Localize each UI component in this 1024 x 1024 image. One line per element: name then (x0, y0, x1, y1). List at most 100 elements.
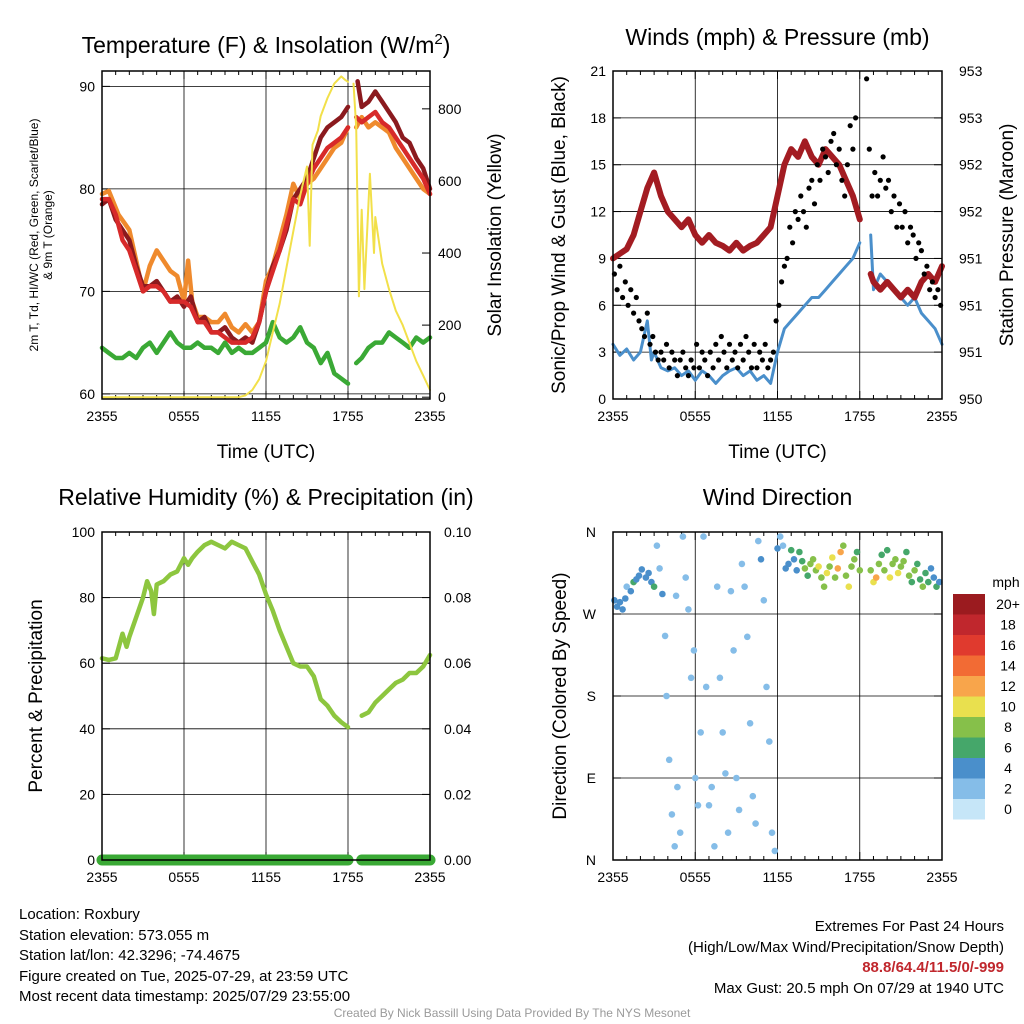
direction-direction-point (925, 578, 932, 586)
winds-gust-point (620, 294, 626, 301)
direction-direction-point (840, 542, 847, 549)
direction-direction-point (872, 574, 880, 581)
direction-direction-point (665, 756, 673, 764)
direction-direction-point (650, 583, 658, 590)
winds-y2-tick-label: 951 (959, 344, 983, 360)
station-elevation: Station elevation: 573.055 m (19, 926, 210, 944)
direction-direction-point (851, 556, 858, 563)
direction-direction-point (623, 583, 630, 590)
direction-direction-point (674, 783, 681, 791)
direction-direction-point (927, 565, 935, 572)
winds-gust-point (869, 193, 875, 199)
direction-direction-point (687, 674, 695, 682)
winds-gust-point (702, 357, 708, 363)
winds-gust-point (759, 357, 766, 363)
winds-gust-point (696, 365, 703, 371)
winds-chart-title: Winds (mph) & Pressure (mb) (625, 24, 929, 50)
direction-legend-swatch (953, 737, 985, 758)
direction-direction-point (656, 565, 663, 572)
winds-gust-point (658, 349, 664, 355)
winds-gust-point (724, 365, 730, 371)
temperature-y-axis-label-2: & 9m T (Orange) (41, 190, 55, 280)
winds-gust-point (781, 263, 788, 269)
direction-direction-point (905, 572, 913, 579)
winds-gust-point (803, 224, 809, 230)
winds-gust-point (636, 318, 642, 324)
temperature-x-tick-label: 2355 (86, 408, 117, 424)
winds-gust-point (716, 357, 722, 363)
direction-legend-swatch (953, 717, 985, 738)
figure-created: Figure created on Tue, 2025-07-29, at 23… (19, 967, 349, 985)
direction-direction-point (815, 563, 822, 570)
temperature-series-line-3 (99, 319, 433, 386)
direction-direction-point (820, 583, 828, 590)
winds-y2-tick-label: 951 (959, 297, 983, 313)
winds-gust-point (625, 302, 631, 308)
direction-direction-point (685, 606, 692, 613)
winds-gust-point (885, 177, 892, 183)
winds-gust-point (639, 326, 645, 332)
direction-direction-point (768, 829, 776, 836)
winds-gust-point (685, 373, 692, 379)
extremes-heading: Extremes For Past 24 Hours (814, 918, 1004, 935)
winds-gust-point (743, 333, 749, 340)
winds-gust-point (754, 365, 760, 371)
direction-direction-point (826, 563, 833, 570)
winds-gust-point (628, 287, 634, 293)
direction-direction-point (692, 774, 699, 782)
winds-y2-tick-label: 953 (959, 110, 983, 126)
winds-gust-point (844, 162, 851, 168)
temperature-y2-tick-label: 200 (438, 317, 462, 333)
direction-legend-swatch (953, 778, 985, 799)
winds-gust-point (683, 365, 689, 371)
winds-gust-point (746, 349, 752, 355)
winds-gust-point (726, 341, 733, 347)
direction-legend-label: 2 (1004, 781, 1012, 797)
direction-legend-label: 14 (1000, 658, 1016, 674)
direction-legend-label: 12 (1000, 678, 1016, 694)
humidity-x-tick-label: 2355 (414, 869, 445, 885)
humidity-y-tick-label: 60 (79, 655, 95, 671)
direction-direction-point (853, 548, 861, 556)
direction-direction-point (831, 574, 839, 581)
direction-direction-point (752, 820, 759, 827)
winds-gust-point (631, 310, 637, 316)
winds-gust-point (913, 255, 919, 261)
humidity-y-axis-label: Percent & Precipitation (26, 599, 47, 792)
direction-direction-point (818, 574, 825, 581)
direction-direction-point (908, 578, 916, 586)
direction-direction-point (708, 783, 715, 791)
direction-legend-label: 8 (1004, 719, 1012, 735)
winds-series-line-0 (611, 233, 944, 385)
winds-gust-point (899, 224, 905, 230)
humidity-y-tick-label: 20 (79, 786, 95, 802)
direction-direction-point (733, 774, 740, 782)
direction-direction-point (771, 847, 779, 855)
winds-gust-point (833, 162, 840, 168)
winds-gust-point (751, 341, 757, 347)
max-gust: Max Gust: 20.5 mph On 07/29 at 1940 UTC (713, 979, 1004, 997)
direction-direction-point (744, 633, 751, 641)
extremes-info: Extremes For Past 24 Hours (High/Low/Max… (688, 917, 1004, 999)
winds-gust-point (792, 209, 798, 215)
direction-direction-point (749, 792, 757, 800)
winds-gust-point (699, 349, 705, 355)
direction-legend-swatch (953, 758, 985, 779)
direction-direction-point (790, 556, 798, 563)
direction-direction-point (661, 632, 669, 640)
winds-y2-tick-label: 950 (959, 391, 983, 407)
direction-direction-point (741, 583, 748, 590)
extremes-subheading: (High/Low/Max Wind/Precipitation/Snow De… (688, 938, 1004, 956)
winds-gust-point (825, 169, 831, 176)
direction-direction-point (894, 569, 902, 577)
direction-direction-point (730, 647, 737, 654)
winds-y-tick-label: 12 (590, 204, 606, 220)
winds-gust-point (773, 318, 779, 324)
winds-x-axis-label: Time (UTC) (728, 442, 827, 463)
winds-gust-point (765, 365, 771, 371)
direction-direction-point (653, 542, 661, 549)
direction-direction-point (746, 720, 754, 727)
winds-gust-point (644, 310, 650, 316)
winds-gust-point (877, 177, 883, 183)
winds-gust-point (918, 248, 925, 254)
